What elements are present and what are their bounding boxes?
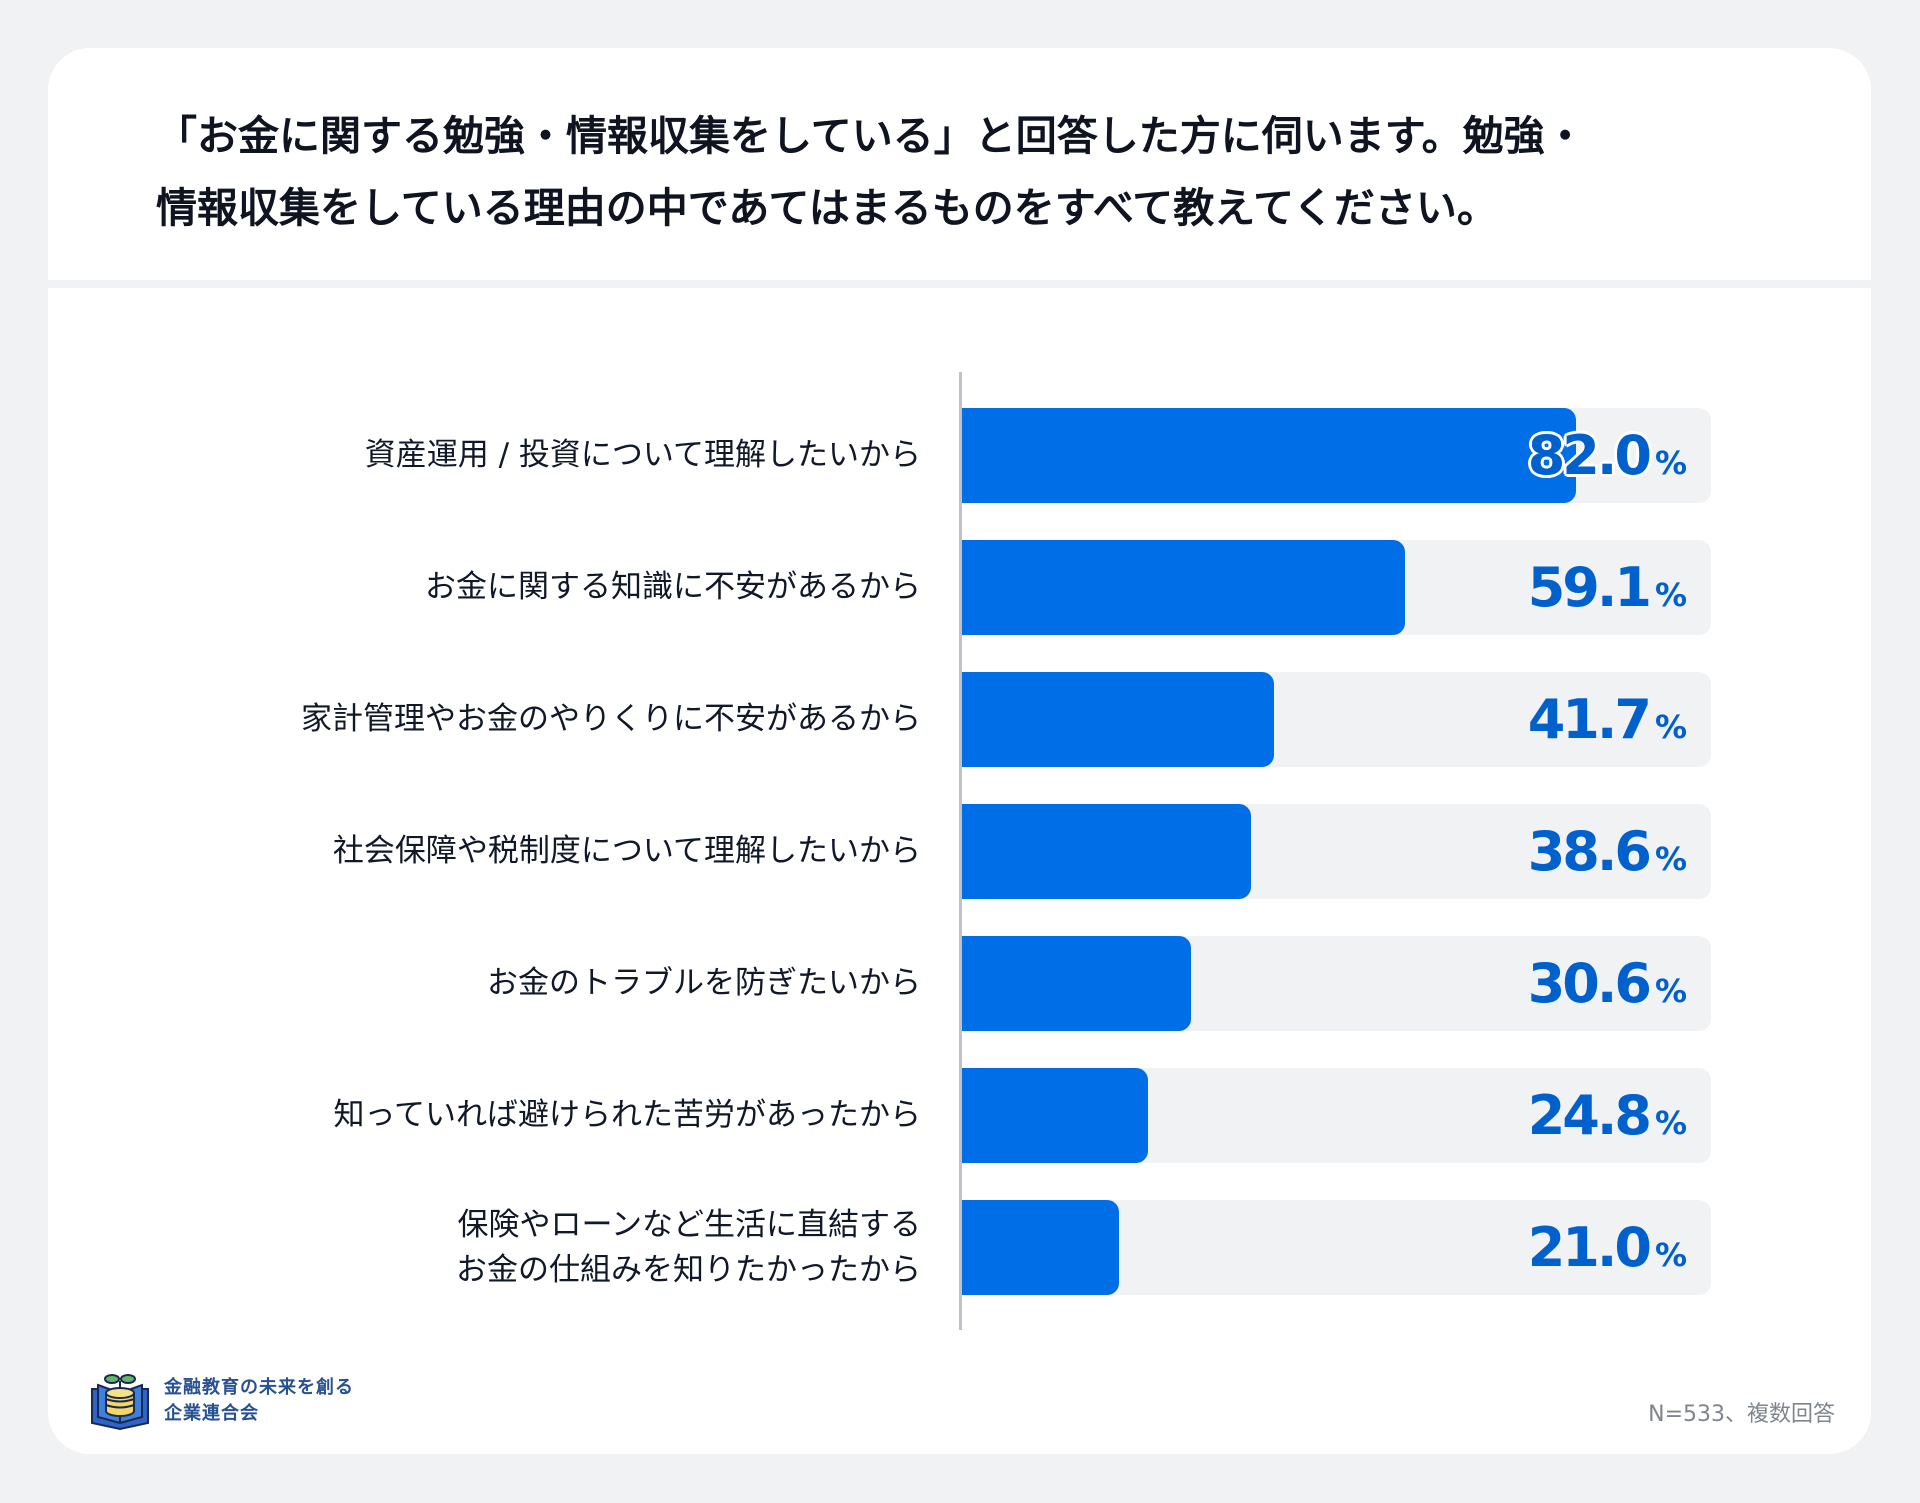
bar-row: 保険やローンなど生活に直結する お金の仕組みを知りたかったから 21.0% xyxy=(48,1200,1871,1295)
data-label-value: 82.0 xyxy=(1527,424,1652,487)
bar-row: 社会保障や税制度について理解したいから 38.6% xyxy=(48,804,1871,899)
bar-track: 82.0% xyxy=(962,408,1711,503)
chart-title-line-1: 「お金に関する勉強・情報収集をしている」と回答した方に伺います。勉強・ xyxy=(156,112,1586,160)
category-label-text: お金に関する知識に不安があるから xyxy=(425,565,921,610)
data-label-unit: % xyxy=(1654,575,1687,614)
bar-track: 21.0% xyxy=(962,1200,1711,1295)
data-label: 38.6% xyxy=(1528,804,1687,899)
chart-card: 「お金に関する勉強・情報収集をしている」と回答した方に伺います。勉強・ 情報収集… xyxy=(48,48,1871,1454)
organization-name: 金融教育の未来を創る 企業連合会 xyxy=(164,1375,354,1427)
data-label-unit: % xyxy=(1654,1235,1687,1274)
category-label-line: お金のトラブルを防ぎたいから xyxy=(487,965,921,1001)
data-label: 82.0% xyxy=(1528,408,1687,503)
bar xyxy=(962,408,1576,503)
category-label-line: 保険やローンなど生活に直結する xyxy=(457,1206,921,1243)
category-label-line: 社会保障や税制度について理解したいから xyxy=(332,833,921,869)
category-label: 社会保障や税制度について理解したいから xyxy=(161,804,961,899)
data-label: 24.8% xyxy=(1528,1068,1687,1163)
category-label-text: 家計管理やお金のやりくりに不安があるから xyxy=(301,697,921,742)
data-label-unit: % xyxy=(1654,839,1687,878)
bar-row: 資産運用 / 投資について理解したいから 82.0% xyxy=(48,408,1871,503)
bar-row: 家計管理やお金のやりくりに不安があるから 41.7% xyxy=(48,672,1871,767)
data-label-value: 30.6 xyxy=(1527,952,1652,1015)
category-label-line: 資産運用 / 投資について理解したいから xyxy=(364,437,921,473)
category-label-line: 知っていれば避けられた苦労があったから xyxy=(333,1097,921,1133)
book-coin-sprout-icon xyxy=(91,1374,149,1431)
bar-track: 41.7% xyxy=(962,672,1711,767)
category-label: お金に関する知識に不安があるから xyxy=(161,540,961,635)
category-label-text: お金のトラブルを防ぎたいから xyxy=(487,961,921,1006)
data-label-value: 38.6 xyxy=(1527,820,1652,883)
organization-logo: 金融教育の未来を創る 企業連合会 xyxy=(90,1366,354,1436)
y-axis-line xyxy=(959,372,962,1330)
category-label: 家計管理やお金のやりくりに不安があるから xyxy=(161,672,961,767)
organization-name-line-2: 企業連合会 xyxy=(164,1403,259,1424)
category-label-text: 知っていれば避けられた苦労があったから xyxy=(334,1093,921,1138)
category-label-text: 資産運用 / 投資について理解したいから xyxy=(365,433,921,478)
data-label-value: 59.1 xyxy=(1527,556,1652,619)
bar xyxy=(962,672,1274,767)
bar xyxy=(962,804,1251,899)
category-label: 知っていれば避けられた苦労があったから xyxy=(161,1068,961,1163)
category-label-line: 家計管理やお金のやりくりに不安があるから xyxy=(301,701,921,737)
chart-title-line-2: 情報収集をしている理由の中であてはまるものをすべて教えてください。 xyxy=(156,184,1498,232)
data-label-unit: % xyxy=(1654,707,1687,746)
data-label: 41.7% xyxy=(1528,672,1687,767)
bar-track: 38.6% xyxy=(962,804,1711,899)
bar xyxy=(962,1200,1119,1295)
bar-row: お金のトラブルを防ぎたいから 30.6% xyxy=(48,936,1871,1031)
data-label: 21.0% xyxy=(1528,1200,1687,1295)
title-area: 「お金に関する勉強・情報収集をしている」と回答した方に伺います。勉強・ 情報収集… xyxy=(48,48,1871,280)
data-label-value: 41.7 xyxy=(1527,688,1652,751)
bar-track: 59.1% xyxy=(962,540,1711,635)
category-label-line: お金の仕組みを知りたかったから xyxy=(456,1251,921,1288)
bar xyxy=(962,1068,1148,1163)
data-label-unit: % xyxy=(1654,971,1687,1010)
data-label-unit: % xyxy=(1654,1103,1687,1142)
sample-size-note: N=533、複数回答 xyxy=(1648,1402,1835,1427)
category-label-text: 社会保障や税制度について理解したいから xyxy=(333,829,921,874)
category-label-text: 保険やローンなど生活に直結する お金の仕組みを知りたかったから xyxy=(456,1203,921,1293)
bar-track: 30.6% xyxy=(962,936,1711,1031)
data-label-unit: % xyxy=(1654,443,1687,482)
data-label-value: 24.8 xyxy=(1527,1084,1652,1147)
category-label: お金のトラブルを防ぎたいから xyxy=(161,936,961,1031)
category-label: 保険やローンなど生活に直結する お金の仕組みを知りたかったから xyxy=(161,1200,961,1295)
bar-track: 24.8% xyxy=(962,1068,1711,1163)
data-label: 30.6% xyxy=(1528,936,1687,1031)
category-label: 資産運用 / 投資について理解したいから xyxy=(161,408,961,503)
chart-title: 「お金に関する勉強・情報収集をしている」と回答した方に伺います。勉強・ 情報収集… xyxy=(156,100,1776,244)
bar-row: 知っていれば避けられた苦労があったから 24.8% xyxy=(48,1068,1871,1163)
bar xyxy=(962,540,1405,635)
data-label-value: 21.0 xyxy=(1527,1216,1652,1279)
bar xyxy=(962,936,1191,1031)
category-label-line: お金に関する知識に不安があるから xyxy=(425,569,921,605)
data-label: 59.1% xyxy=(1528,540,1687,635)
bar-row: お金に関する知識に不安があるから 59.1% xyxy=(48,540,1871,635)
title-divider xyxy=(48,280,1871,288)
organization-name-line-1: 金融教育の未来を創る xyxy=(164,1377,354,1398)
